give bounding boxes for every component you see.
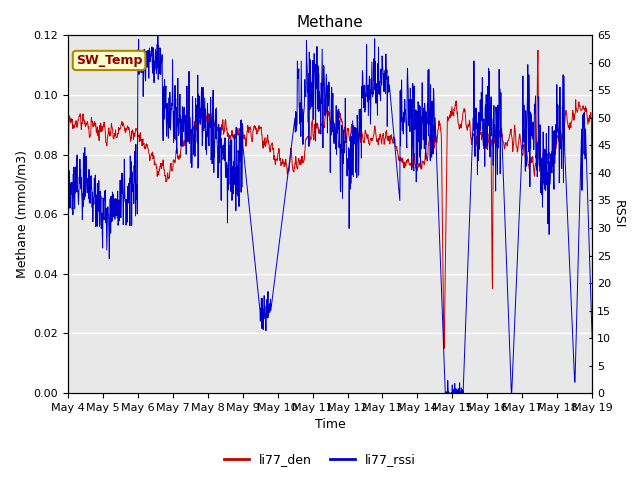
li77_rssi (588, 335, 596, 341)
li77_rssi (287, 148, 294, 154)
Line: li77_rssi: li77_rssi (68, 36, 592, 393)
li77_rssi (64, 212, 72, 217)
li77_rssi (154, 34, 162, 39)
Y-axis label: Methane (mmol/m3): Methane (mmol/m3) (15, 150, 28, 278)
li77_den (105, 126, 113, 132)
li77_den (126, 132, 134, 138)
Line: li77_den: li77_den (68, 50, 592, 348)
li77_den (298, 156, 305, 162)
li77_den (64, 233, 72, 239)
li77_rssi (307, 100, 315, 106)
li77_den (362, 131, 370, 137)
Y-axis label: RSSI: RSSI (612, 200, 625, 228)
li77_den (287, 152, 294, 157)
li77_den (307, 135, 314, 141)
Legend: li77_den, li77_rssi: li77_den, li77_rssi (219, 448, 421, 471)
li77_den (534, 48, 542, 53)
li77_den (440, 346, 448, 351)
li77_rssi (126, 223, 134, 229)
li77_rssi (442, 390, 449, 396)
li77_rssi (298, 92, 305, 97)
Title: Methane: Methane (297, 15, 364, 30)
li77_den (588, 226, 596, 232)
li77_rssi (105, 211, 113, 217)
X-axis label: Time: Time (315, 419, 346, 432)
li77_rssi (363, 42, 371, 48)
Text: SW_Temp: SW_Temp (76, 54, 142, 67)
